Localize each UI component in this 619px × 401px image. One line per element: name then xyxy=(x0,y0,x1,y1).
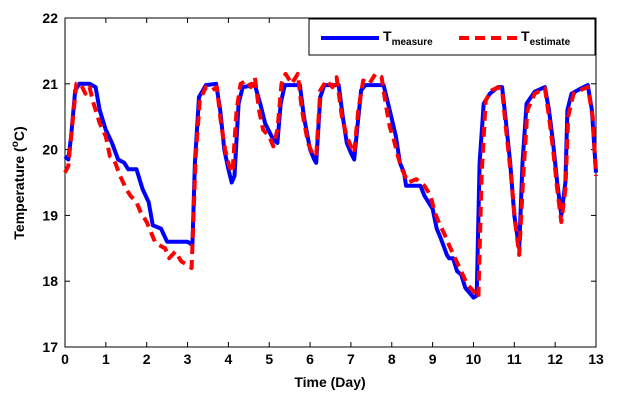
x-tick-label: 6 xyxy=(306,351,314,367)
x-tick-label: 0 xyxy=(61,351,69,367)
x-tick-label: 10 xyxy=(466,351,482,367)
x-tick-label: 12 xyxy=(547,351,563,367)
y-tick-label: 19 xyxy=(42,207,58,223)
plot-area xyxy=(64,17,597,348)
legend-estimate-label: Testimate xyxy=(521,28,571,48)
y-axis-label: Temperature (oC) xyxy=(10,126,27,239)
x-tick-label: 5 xyxy=(265,351,273,367)
x-tick-label: 8 xyxy=(388,351,396,367)
legend: Tmeasure Testimate xyxy=(308,18,596,56)
y-tick-label: 18 xyxy=(42,273,58,289)
series-lines xyxy=(63,71,598,300)
y-tick-label: 17 xyxy=(42,339,58,355)
x-tick-label: 13 xyxy=(588,351,604,367)
x-tick-label: 2 xyxy=(143,351,151,367)
legend-box xyxy=(308,18,596,56)
x-tick-label: 1 xyxy=(102,351,110,367)
x-tick-label: 4 xyxy=(224,351,232,367)
legend-measure-label: Tmeasure xyxy=(383,28,433,48)
x-tick-label: 7 xyxy=(347,351,355,367)
x-tick-label: 3 xyxy=(184,351,192,367)
y-tick-label: 21 xyxy=(42,76,58,92)
x-tick-label: 9 xyxy=(429,351,437,367)
y-tick-label: 20 xyxy=(42,142,58,158)
y-tick-label: 22 xyxy=(42,10,58,26)
measure-series-line xyxy=(63,81,598,300)
estimate-series-line xyxy=(63,71,598,300)
x-axis-label: Time (Day) xyxy=(294,374,365,390)
x-tick-label: 11 xyxy=(507,351,522,367)
